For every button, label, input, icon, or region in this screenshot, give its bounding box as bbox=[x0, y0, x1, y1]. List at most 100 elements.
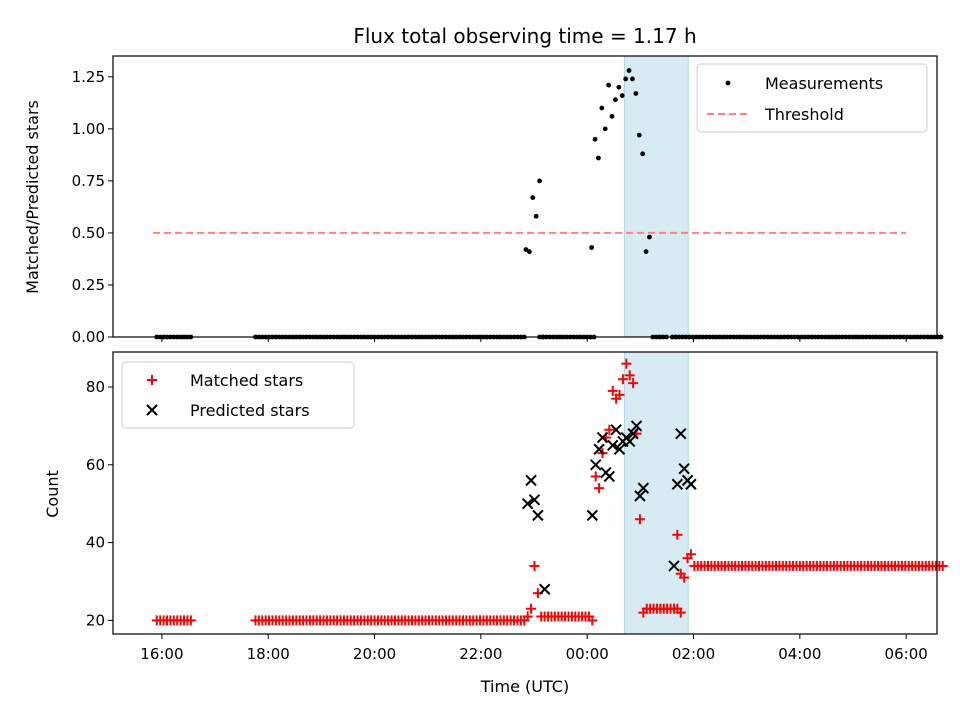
y-tick-label: 0.25 bbox=[72, 276, 105, 294]
measurement-point bbox=[616, 84, 622, 90]
predicted-point bbox=[671, 478, 684, 490]
cross-b bbox=[589, 459, 602, 471]
matched-point bbox=[590, 471, 601, 482]
predicted-point bbox=[521, 497, 534, 510]
predicted-point bbox=[586, 509, 599, 522]
legend-predicted-marker bbox=[146, 404, 158, 416]
measurement-point bbox=[643, 249, 649, 255]
predicted-point bbox=[637, 482, 650, 494]
predicted-point bbox=[603, 470, 616, 483]
cross-b bbox=[528, 494, 541, 506]
cross-b bbox=[610, 424, 622, 436]
top-legend: Measurements Threshold bbox=[696, 63, 928, 133]
predicted-point bbox=[525, 474, 537, 487]
cross-b bbox=[593, 443, 605, 455]
legend-measurements-marker bbox=[725, 80, 731, 86]
legend-measurements-label: Measurements bbox=[765, 74, 883, 93]
cross-b bbox=[586, 509, 599, 522]
predicted-point bbox=[593, 443, 605, 455]
measurement-point bbox=[599, 105, 605, 111]
matched-point bbox=[529, 560, 540, 571]
cross-b bbox=[668, 560, 680, 572]
measurement-point bbox=[533, 213, 539, 219]
cross-b bbox=[532, 509, 544, 522]
legend-box bbox=[121, 361, 355, 429]
cross-b bbox=[685, 478, 697, 490]
matched-point bbox=[185, 615, 196, 626]
y-tick-label: 20 bbox=[86, 611, 105, 629]
y-tick-label: 1.00 bbox=[72, 120, 105, 138]
cross-b bbox=[671, 478, 684, 490]
predicted-point bbox=[624, 435, 636, 448]
matched-point bbox=[937, 560, 948, 571]
measurement-point bbox=[602, 126, 608, 132]
predicted-point bbox=[627, 427, 639, 440]
bottom-axes-frame bbox=[112, 351, 938, 635]
measurement-point bbox=[626, 68, 632, 73]
y-tick-label: 60 bbox=[86, 456, 105, 474]
legend-predicted-label: Predicted stars bbox=[190, 401, 310, 420]
measurement-point bbox=[606, 82, 612, 88]
cross-b bbox=[630, 420, 643, 432]
top-panel: 0.00 0.25 0.50 0.75 1.00 1.25 Measurements Thre… bbox=[72, 55, 944, 346]
matched-point bbox=[672, 529, 683, 540]
matched-point bbox=[526, 603, 537, 614]
predicted-point bbox=[675, 427, 687, 440]
x-tick-label: 20:00 bbox=[353, 645, 396, 663]
matched-point bbox=[617, 374, 628, 385]
measurement-point bbox=[619, 93, 625, 98]
measurement-point bbox=[609, 113, 615, 119]
cross-b bbox=[596, 431, 609, 444]
y-tick-label: 0.75 bbox=[72, 172, 105, 190]
legend-threshold-label: Threshold bbox=[764, 105, 844, 124]
cross-b bbox=[675, 427, 687, 440]
observing-span bbox=[623, 351, 689, 635]
matched-point bbox=[522, 611, 533, 622]
cross-b bbox=[525, 474, 537, 487]
legend-matched-marker bbox=[147, 375, 157, 385]
predicted-point bbox=[528, 494, 541, 506]
predicted-point bbox=[610, 424, 622, 436]
matched-point bbox=[614, 389, 625, 400]
cross-b bbox=[603, 470, 616, 483]
measurement-point bbox=[530, 195, 536, 200]
cross-b bbox=[538, 583, 551, 595]
cross-b bbox=[146, 404, 158, 416]
measurement-point bbox=[633, 91, 639, 96]
y-tick-label: 0.50 bbox=[72, 224, 105, 242]
cross-b bbox=[634, 490, 646, 502]
measurement-point bbox=[526, 249, 532, 255]
bottom-legend: Matched stars Predicted stars bbox=[121, 361, 355, 429]
bottom-panel: 20 40 60 80 16:00 18:00 20:00 22:00 00:00 02:00 04… bbox=[86, 351, 948, 663]
measurement-point bbox=[636, 132, 642, 138]
matched-point bbox=[587, 615, 598, 626]
matched-point bbox=[604, 424, 615, 435]
predicted-point bbox=[596, 431, 609, 444]
top-axes-frame bbox=[112, 55, 938, 338]
matched-point bbox=[634, 514, 645, 525]
top-y-axis-label: Matched/Predicted stars bbox=[23, 100, 42, 294]
cross-b bbox=[637, 482, 650, 494]
matched-point bbox=[685, 549, 696, 560]
x-tick-label: 00:00 bbox=[566, 645, 609, 663]
x-axis-label: Time (UTC) bbox=[480, 677, 569, 696]
cross-b bbox=[627, 427, 639, 440]
measurement-point bbox=[623, 76, 629, 82]
predicted-point bbox=[613, 443, 626, 455]
measurement-point bbox=[640, 151, 646, 157]
predicted-point bbox=[668, 560, 680, 572]
cross-b bbox=[678, 462, 690, 475]
matched-point bbox=[628, 378, 639, 389]
measurement-point bbox=[537, 178, 542, 184]
measurement-point bbox=[596, 155, 601, 161]
chart-title: Flux total observing time = 1.17 h bbox=[353, 24, 696, 48]
cross-b bbox=[613, 443, 626, 455]
x-tick-label: 06:00 bbox=[885, 645, 928, 663]
y-tick-label: 80 bbox=[86, 378, 105, 396]
bottom-y-axis-label: Count bbox=[43, 470, 62, 518]
predicted-point bbox=[685, 478, 697, 490]
x-tick-label: 04:00 bbox=[778, 645, 821, 663]
measurement-point bbox=[647, 234, 652, 240]
predicted-point bbox=[532, 509, 544, 522]
